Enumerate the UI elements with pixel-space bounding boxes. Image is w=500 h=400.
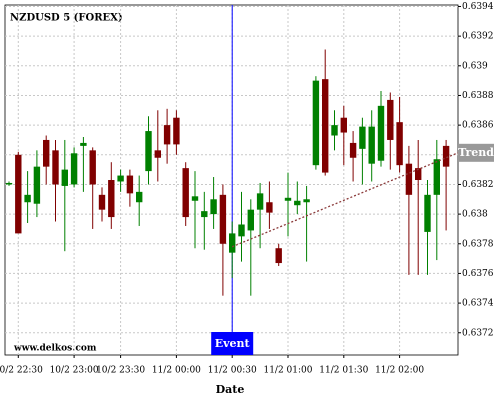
x-tick-label: 11/2 01:30 [319, 366, 368, 376]
candle-body [266, 202, 273, 213]
y-tick-label: 0.6388 [462, 91, 494, 101]
chart-title: NZDUSD 5 (FOREX) [10, 13, 123, 24]
candle-body [24, 194, 31, 203]
x-tick-label: 10/2 23:00 [50, 366, 99, 376]
candle-body [331, 125, 338, 136]
y-tick-label: 0.6386 [462, 121, 494, 131]
event-label-box [211, 332, 254, 355]
candle-body [284, 197, 292, 201]
candle-body [70, 153, 78, 185]
candle-body [415, 168, 422, 180]
candle-body [442, 145, 450, 167]
candle-body [154, 150, 161, 158]
candle-body [275, 248, 282, 264]
candle-body [387, 99, 394, 140]
event-label: Event [215, 337, 251, 350]
watermark: www.delkos.com [13, 344, 97, 354]
candle-body [405, 163, 413, 195]
trend-label-box [458, 143, 494, 162]
y-tick-label: 0.6378 [462, 239, 494, 249]
candle-body [433, 159, 440, 195]
candle-body [256, 193, 264, 210]
y-tick-label: 0.6392 [462, 32, 494, 42]
candle-body [424, 194, 431, 232]
trend-line [231, 152, 459, 248]
candle-body [294, 200, 301, 206]
candle-body [247, 209, 254, 231]
y-tick-label: 0.639 [462, 61, 488, 71]
candle-body [303, 199, 310, 203]
candle-body [349, 142, 357, 158]
x-axis-label: Date [216, 383, 245, 396]
candle-body [33, 166, 41, 204]
trend-label: Trend [458, 146, 494, 159]
candle-body [98, 194, 106, 210]
candle-body [108, 180, 115, 218]
candle-body [145, 131, 152, 172]
y-tick-label: 0.6394 [462, 2, 494, 12]
candle-body [5, 182, 13, 185]
candle-body [182, 168, 189, 218]
candle-body [43, 139, 50, 167]
x-tick-label: 11/2 01:00 [263, 366, 312, 376]
plot-frame [4, 4, 459, 356]
candle-body [201, 211, 208, 218]
candle-body [89, 150, 96, 185]
candle-body [219, 194, 227, 244]
candle-body [173, 117, 180, 145]
candle-body [238, 224, 245, 237]
candle-body [377, 105, 385, 161]
y-tick-label: 0.6374 [462, 299, 494, 309]
candle-body [210, 199, 217, 215]
y-tick-label: 0.6376 [462, 269, 494, 279]
x-tick-label: 10/2 23:30 [96, 366, 145, 376]
y-tick-label: 0.6382 [462, 180, 494, 190]
candle-body [163, 125, 171, 145]
candle-body [61, 169, 68, 186]
y-tick-label: 0.638 [462, 210, 488, 220]
candle-body [368, 126, 375, 164]
candle-body [52, 150, 59, 185]
candle-body [322, 79, 329, 173]
candle-body [359, 126, 366, 149]
candle-body [117, 175, 124, 182]
x-tick-label: 10/2 22:30 [0, 366, 43, 376]
x-tick-label: 11/2 00:00 [152, 366, 201, 376]
candle-body [229, 233, 236, 253]
x-tick-label: 11/2 02:00 [375, 366, 424, 376]
candle-body [340, 117, 347, 133]
candle-body [312, 80, 320, 166]
y-tick-label: 0.6372 [462, 328, 494, 338]
candle-body [15, 154, 22, 234]
x-tick-label: 11/2 00:30 [208, 366, 257, 376]
candle-body [80, 142, 87, 146]
candle-body [126, 175, 134, 194]
candle-body [136, 191, 143, 203]
candle-body [396, 122, 403, 166]
candle-body [191, 196, 199, 201]
